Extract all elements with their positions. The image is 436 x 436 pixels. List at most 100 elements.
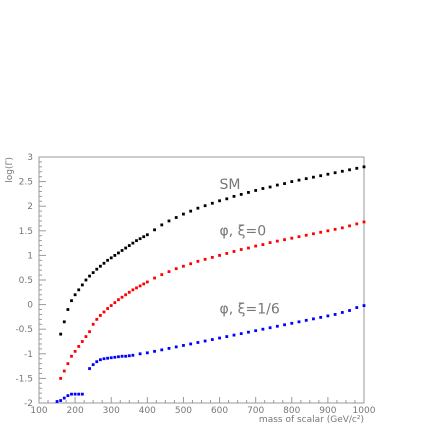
- series-2-point: [232, 250, 236, 253]
- series-3-point: [102, 357, 106, 361]
- series-3-point: [145, 351, 149, 355]
- y-tick-label: 1.5: [19, 227, 33, 237]
- series-2-point: [145, 280, 149, 284]
- x-tick-label: 500: [175, 406, 192, 416]
- series-1-point: [232, 194, 236, 198]
- y-tick-label: 3: [27, 153, 33, 163]
- series-3-point: [106, 356, 110, 360]
- series-3-point: [55, 400, 59, 403]
- series-2-point: [59, 377, 63, 380]
- series-1-point: [297, 178, 301, 182]
- y-tick-label: 0: [27, 301, 33, 311]
- series-3-point: [312, 317, 315, 321]
- series-2-point: [106, 307, 110, 310]
- series-1-point: [102, 261, 106, 265]
- series-1-point: [210, 201, 214, 205]
- series-3-point: [91, 363, 95, 367]
- x-tick-label: 200: [67, 406, 84, 416]
- series-1-point: [80, 283, 84, 287]
- series-2-point: [189, 262, 193, 266]
- series-2-point: [84, 335, 88, 338]
- series-2-point: [135, 286, 138, 290]
- series-1-point: [88, 274, 91, 278]
- series-2-point: [109, 304, 113, 307]
- series-2-point: [362, 220, 366, 224]
- curve-annotation-2: φ, ξ=0: [220, 224, 267, 240]
- series-2-point: [91, 322, 95, 326]
- series-1-point: [247, 191, 250, 194]
- series-3-point: [239, 332, 243, 336]
- series-2-point: [80, 340, 84, 343]
- series-2-point: [340, 226, 344, 230]
- series-2-point: [290, 236, 294, 240]
- series-2-point: [268, 241, 272, 245]
- series-2-point: [283, 238, 286, 242]
- series-3-point: [120, 354, 124, 358]
- curve-annotation-3: φ, ξ=1/6: [220, 301, 280, 317]
- series-1-point: [275, 183, 279, 187]
- y-tick-label: -2: [24, 399, 33, 409]
- series-2-point: [131, 288, 135, 292]
- labels: 100 200 300 400 500 600 700 800 900 1000 -2 -1.5 -1 -…: [5, 153, 376, 425]
- series-2-point: [98, 314, 102, 317]
- series-2-point: [167, 270, 171, 274]
- series-2-point: [297, 235, 301, 239]
- y-tick-label: -1: [24, 350, 33, 360]
- series-3-point: [290, 321, 294, 325]
- series-3-point: [62, 396, 66, 400]
- series-2-point: [142, 282, 146, 286]
- y-tick-label: -0.5: [15, 325, 33, 335]
- series-3-point: [362, 304, 366, 307]
- series-3-point: [98, 358, 102, 362]
- series-2-point: [102, 310, 106, 314]
- series-2-point: [312, 232, 315, 236]
- series-1-point: [254, 189, 258, 192]
- series-3-point: [283, 323, 286, 327]
- y-tick-label: 1: [27, 251, 33, 261]
- series-3-point: [297, 320, 301, 324]
- series-2-point: [218, 254, 221, 257]
- series-1-point: [135, 239, 138, 243]
- series-2-point: [333, 227, 337, 231]
- series-1-point: [70, 299, 73, 303]
- series-2-point: [319, 230, 323, 234]
- series-2-point: [247, 246, 250, 250]
- x-tick-label: 100: [30, 406, 47, 416]
- series-1-point: [355, 166, 359, 170]
- series-1-point: [66, 308, 70, 311]
- series-1-point: [73, 293, 77, 297]
- series-2-point: [160, 273, 164, 276]
- series-1-point: [131, 241, 135, 245]
- series-3-point: [70, 392, 73, 396]
- series-2-point: [70, 354, 73, 358]
- series-3-point: [127, 354, 131, 358]
- series-3-point: [124, 354, 128, 358]
- series-1-point: [261, 187, 265, 190]
- series-2-point: [153, 276, 156, 280]
- series-3-point: [268, 326, 272, 330]
- series-1-point: [218, 199, 221, 203]
- x-tick-label: 900: [319, 406, 336, 416]
- series-3-point: [196, 341, 200, 344]
- x-tick-label: 600: [211, 406, 228, 416]
- series-1-point: [106, 258, 110, 262]
- series-3-point: [319, 315, 323, 319]
- series-3-point: [113, 355, 117, 359]
- series-2-point: [355, 222, 359, 226]
- series-3-point: [355, 306, 359, 309]
- series-3-point: [189, 342, 193, 346]
- series-1-point: [153, 228, 156, 232]
- series-3-point: [182, 344, 185, 347]
- series-3-point: [80, 392, 84, 396]
- series-1-point: [160, 223, 164, 227]
- series-1-point: [348, 168, 351, 172]
- series-1-point: [182, 212, 185, 216]
- series-2-point: [77, 345, 81, 348]
- series-3-point: [261, 327, 265, 331]
- series-3-point: [138, 352, 142, 356]
- series-2-point: [138, 284, 142, 288]
- series-2-point: [73, 349, 77, 353]
- series-3-point: [109, 356, 113, 360]
- series-2-point: [120, 295, 124, 299]
